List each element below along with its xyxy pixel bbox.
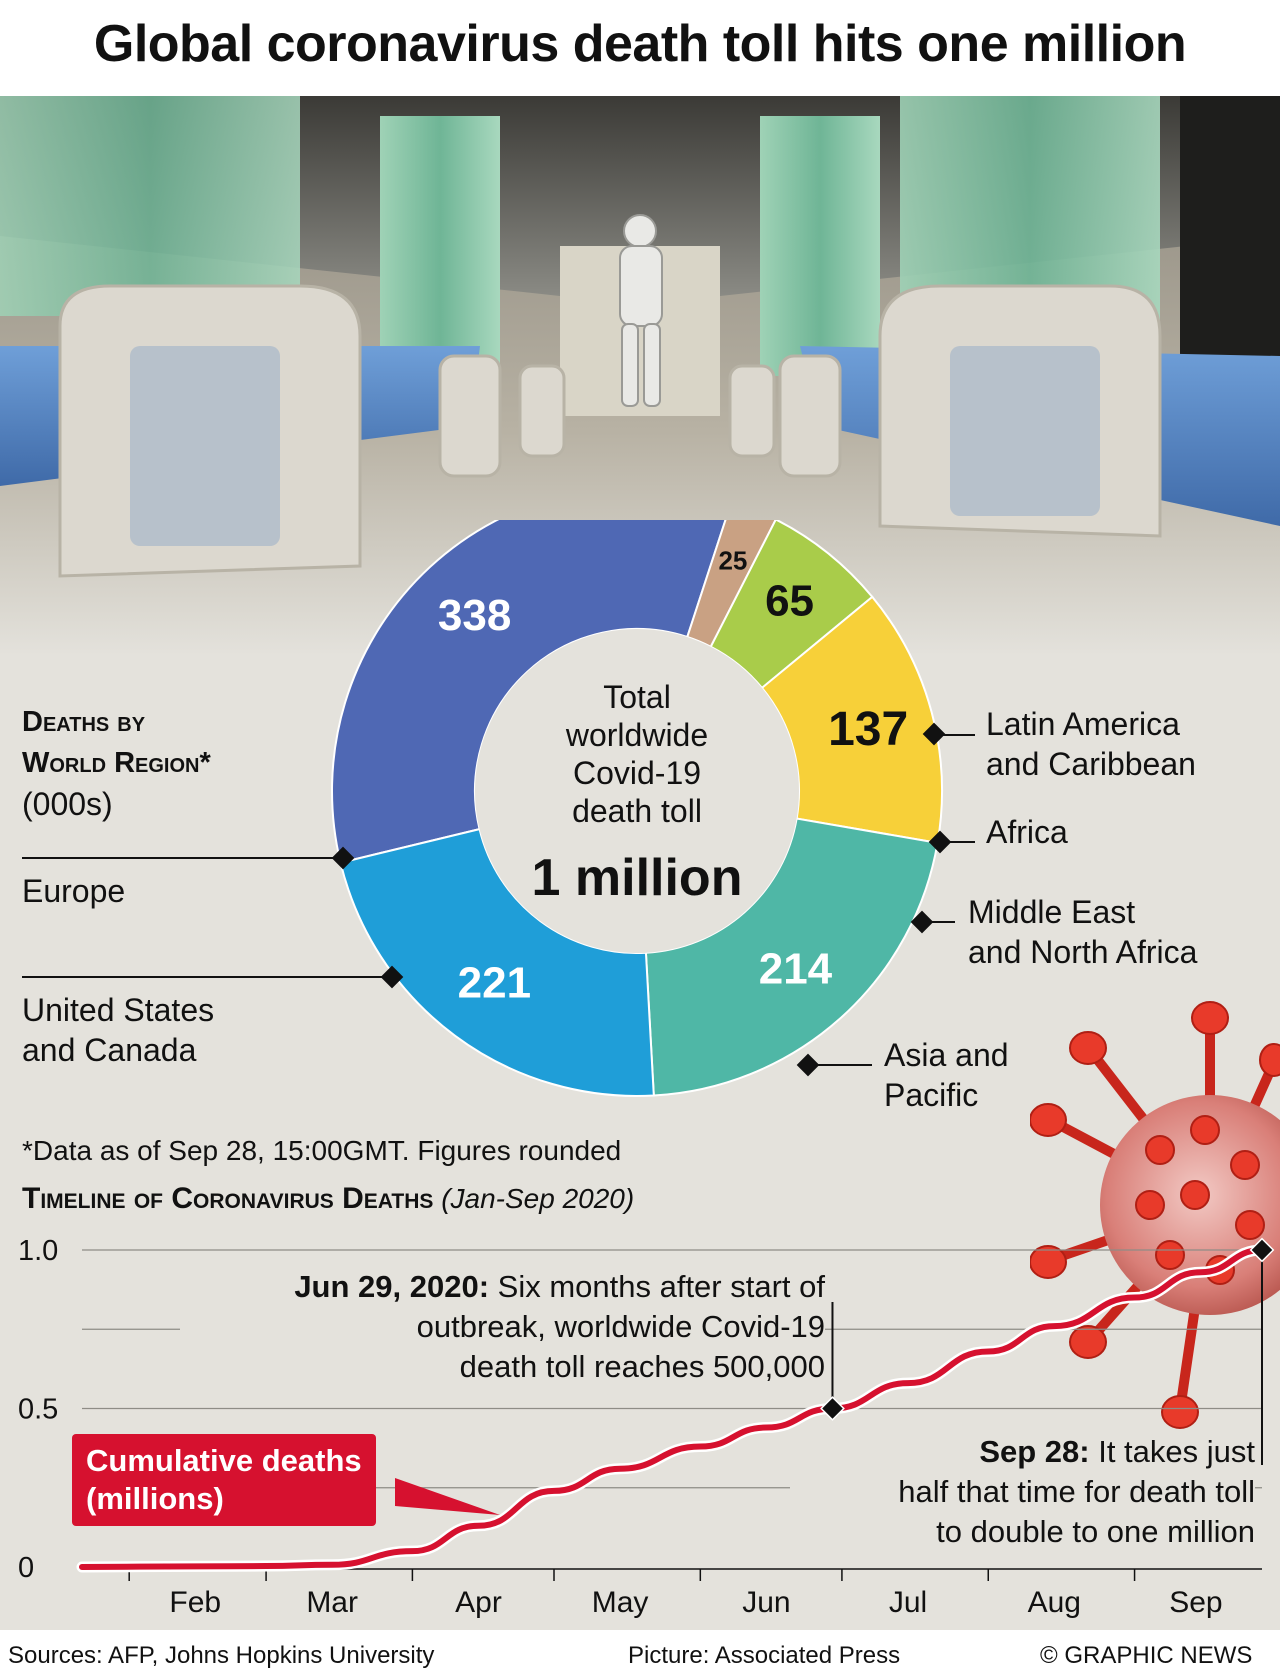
donut-value-label: 214 xyxy=(759,944,833,993)
ann2-line-2: half that time for death toll xyxy=(898,1474,1255,1509)
footer-sources: Sources: AFP, Johns Hopkins University xyxy=(8,1642,435,1669)
region-heading-line-2: World Region* xyxy=(22,747,211,779)
region-units: (000s) xyxy=(22,786,113,822)
title-bar: Global coronavirus death toll hits one m… xyxy=(0,0,1280,96)
timeline-heading: Timeline of Coronavirus Deaths (Jan-Sep … xyxy=(22,1182,634,1216)
series-line-cumulative-deaths xyxy=(79,1247,1265,1570)
center-line-2: worldwide xyxy=(565,717,709,753)
ann1-line-1: Jun 29, 2020: Six months after start of xyxy=(190,1267,825,1307)
ann2-line-1: Sep 28: It takes just xyxy=(800,1432,1255,1472)
y-tick-label: 0.5 xyxy=(18,1394,58,1426)
footer-credit: © GRAPHIC NEWS xyxy=(1040,1642,1253,1669)
x-tick-label: Feb xyxy=(169,1586,221,1619)
ann1-line-2: outbreak, worldwide Covid-19 xyxy=(416,1309,825,1344)
footer-picture: Picture: Associated Press xyxy=(628,1642,901,1669)
label-latin-line-2: and Caribbean xyxy=(986,746,1196,782)
donut-hole xyxy=(475,629,799,953)
label-us-canada: United States and Canada xyxy=(22,990,214,1070)
donut-center-value: 1 million xyxy=(531,849,743,907)
donut-chart: 338 25 65 137 214 221 xyxy=(331,520,943,1097)
ann1-line-3: death toll reaches 500,000 xyxy=(459,1349,825,1384)
donut-value-label: 65 xyxy=(765,577,814,626)
label-mena-line-1: Middle East xyxy=(968,894,1136,930)
ann2-text-1: It takes just xyxy=(1089,1434,1255,1469)
donut-center-label: Total worldwide Covid-19 death toll xyxy=(517,678,757,830)
label-asia-line-1: Asia and xyxy=(884,1037,1009,1073)
ann1-bold: Jun 29, 2020: xyxy=(294,1269,490,1304)
center-line-3: Covid-19 xyxy=(572,755,702,791)
x-tick-label: Mar xyxy=(306,1586,358,1619)
label-asia-line-2: Pacific xyxy=(884,1077,979,1113)
y-tick-label: 0 xyxy=(18,1552,34,1584)
label-us-line-2: and Canada xyxy=(22,1032,197,1068)
data-point-marker xyxy=(820,1396,845,1421)
x-tick-label: Jul xyxy=(889,1586,927,1619)
donut-value-label: 221 xyxy=(458,958,531,1007)
footer: Sources: AFP, Johns Hopkins University P… xyxy=(0,1630,1280,1680)
timeline-title: Timeline of Coronavirus Deaths xyxy=(22,1182,434,1215)
region-heading: Deaths by World Region* xyxy=(22,702,211,784)
ann1-text-1: Six months after start of xyxy=(489,1269,825,1304)
legend-line-2: (millions) xyxy=(86,1481,224,1516)
x-tick-label: Apr xyxy=(455,1586,502,1619)
page-title: Global coronavirus death toll hits one m… xyxy=(93,15,1187,73)
x-tick-label: May xyxy=(592,1586,649,1619)
label-us-line-1: United States xyxy=(22,992,215,1028)
label-latin-line-1: Latin America xyxy=(986,706,1180,742)
label-mena-line-2: and North Africa xyxy=(968,934,1198,970)
x-tick-label: Aug xyxy=(1028,1586,1081,1619)
legend-line-1: Cumulative deaths xyxy=(86,1443,362,1478)
region-heading-line-1: Deaths by xyxy=(22,706,146,738)
label-africa: Africa xyxy=(986,814,1068,850)
annotation-jun29: Jun 29, 2020: Six months after start of … xyxy=(180,1267,825,1387)
donut-slice-latin-america-and-caribbean xyxy=(331,520,727,864)
center-line-1: Total xyxy=(603,679,671,715)
x-tick-label: Jun xyxy=(742,1586,790,1619)
label-europe: Europe xyxy=(22,873,126,909)
data-note: *Data as of Sep 28, 15:00GMT. Figures ro… xyxy=(22,1135,622,1166)
donut-value-label: 338 xyxy=(438,591,511,640)
ann2-line-3: to double to one million xyxy=(936,1514,1255,1549)
data-point-marker xyxy=(1249,1237,1275,1263)
series-legend: Cumulative deaths (millions) xyxy=(72,1434,376,1526)
hospital-ward-photo xyxy=(0,96,1280,656)
legend-pointer xyxy=(395,1478,500,1515)
donut-value-label: 137 xyxy=(828,703,908,756)
ann2-bold: Sep 28: xyxy=(979,1434,1090,1469)
timeline-period: (Jan-Sep 2020) xyxy=(441,1183,635,1214)
center-line-4: death toll xyxy=(572,793,702,829)
label-asia-pacific: Asia and Pacific xyxy=(884,1035,1009,1115)
annotation-sep28: Sep 28: It takes just half that time for… xyxy=(790,1432,1255,1552)
y-tick-label: 1.0 xyxy=(18,1235,58,1267)
label-mena: Middle East and North Africa xyxy=(968,892,1197,972)
donut-value-label: 25 xyxy=(718,545,747,575)
label-latin-america: Latin America and Caribbean xyxy=(986,704,1196,784)
x-tick-label: Sep xyxy=(1169,1586,1222,1619)
